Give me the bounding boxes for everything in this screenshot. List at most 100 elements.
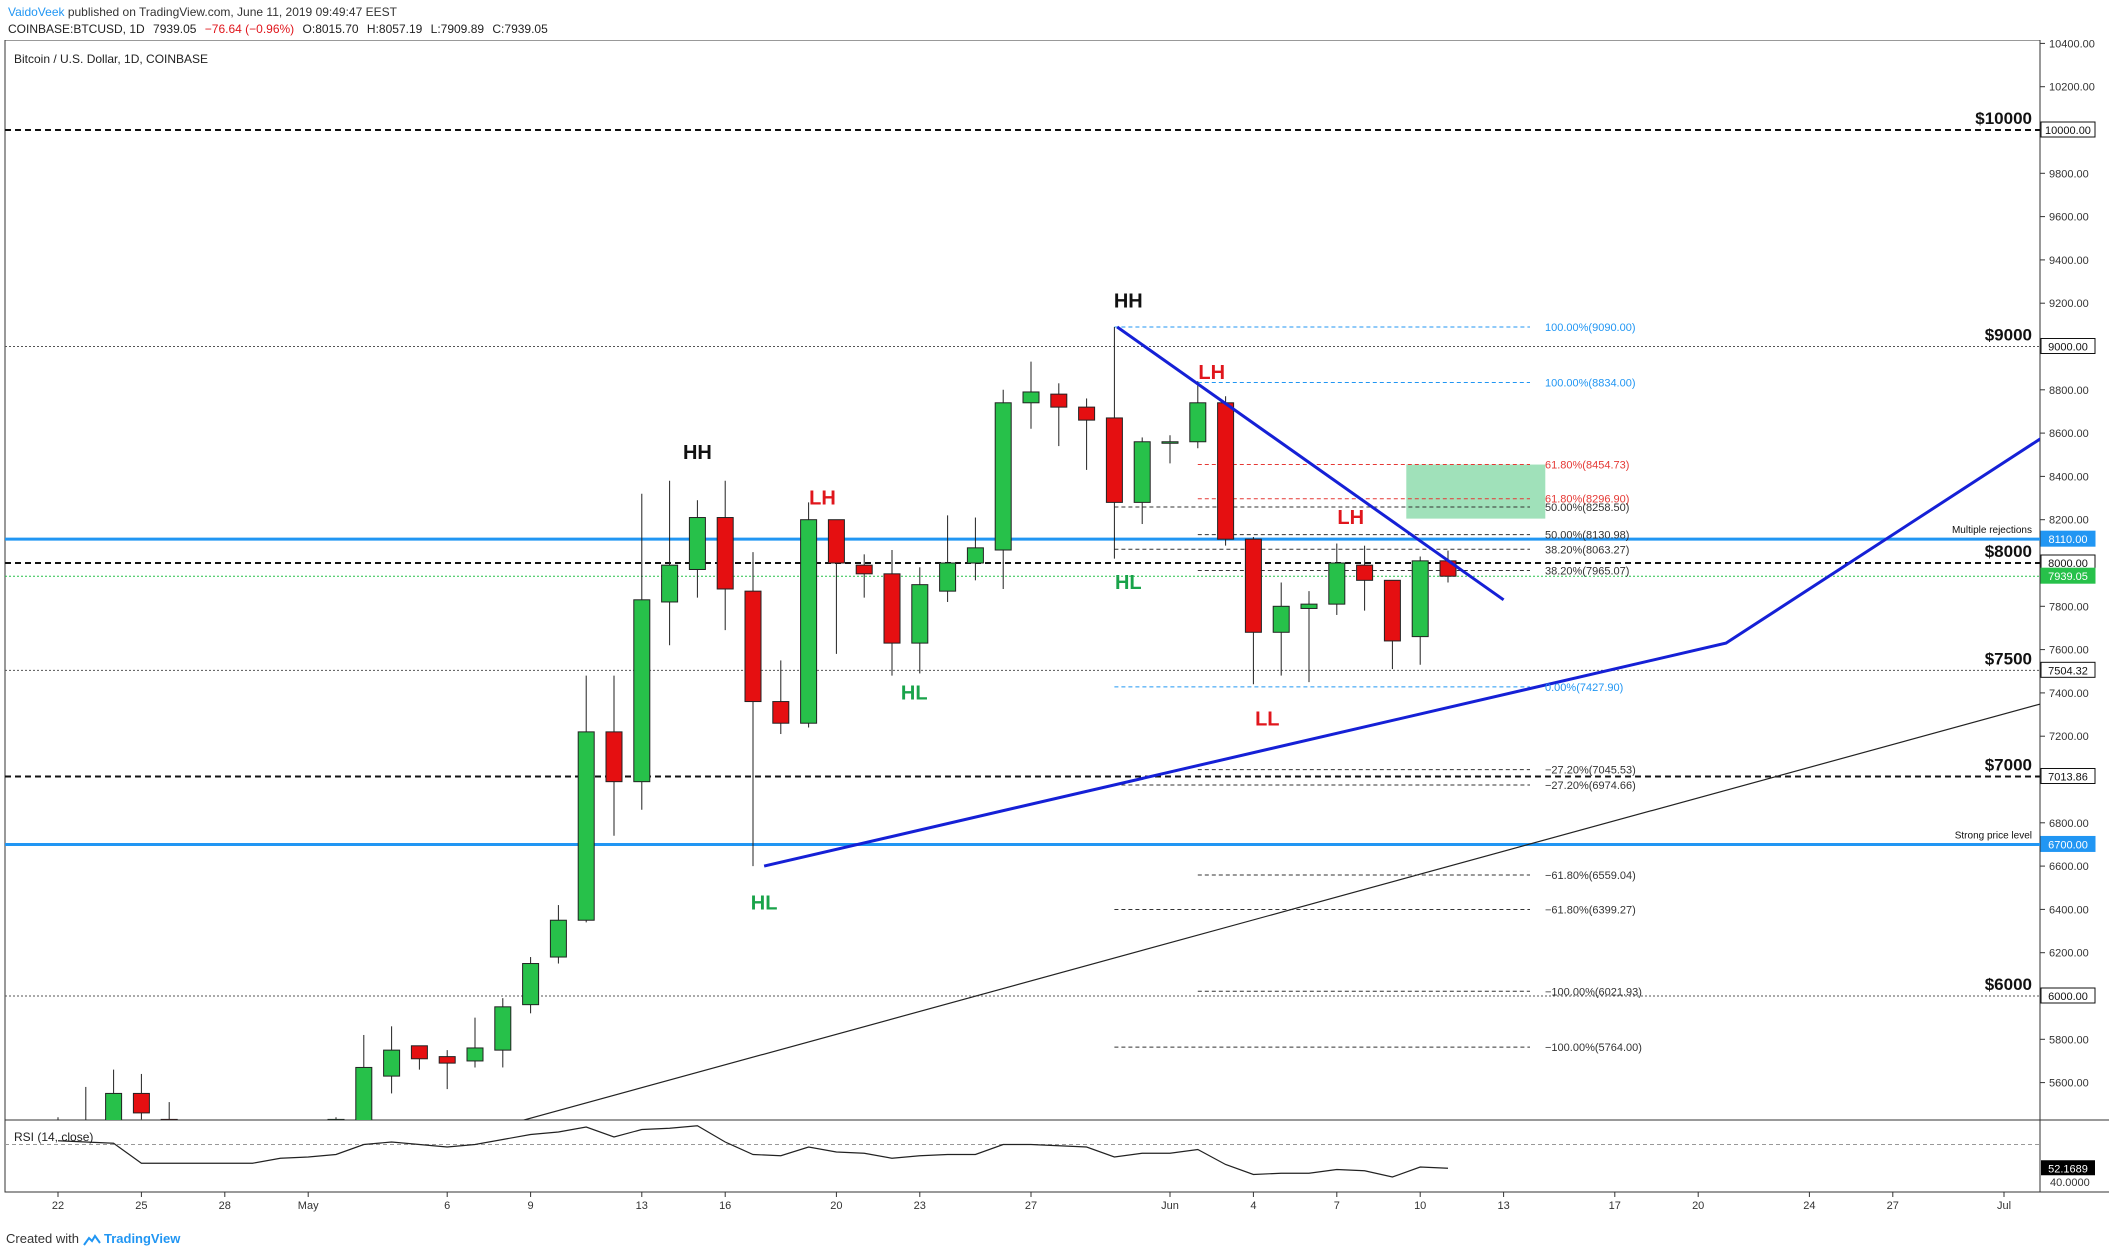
level-label: $7500	[1985, 649, 2032, 668]
chart-header: VaidoVeek published on TradingView.com, …	[0, 0, 2109, 40]
candle	[383, 1026, 401, 1094]
level-label: $9000	[1985, 326, 2032, 345]
candle	[800, 502, 818, 728]
x-tick-label: 23	[914, 1200, 926, 1212]
price-tag: 6000.00	[2040, 987, 2096, 1004]
y-tick-label: 9400.00	[2049, 255, 2089, 267]
candle-body	[744, 590, 762, 703]
candle	[466, 1017, 484, 1068]
candle	[1411, 556, 1429, 665]
x-tick-label: 27	[1025, 1200, 1037, 1212]
open-value: O:8015.70	[302, 22, 359, 36]
fib-label: −27.20%(6974.66)	[1545, 780, 1636, 792]
publish-info: published on TradingView.com, June 11, 2…	[64, 5, 397, 19]
price-tag-text: 7504.32	[2048, 665, 2088, 677]
candle	[1244, 537, 1262, 685]
candle-body	[1105, 417, 1123, 503]
author-link[interactable]: VaidoVeek	[8, 5, 65, 19]
candle-body	[772, 701, 790, 724]
fib-label: 50.00%(8258.50)	[1545, 502, 1629, 514]
candle	[1078, 398, 1096, 470]
candle-body	[966, 547, 984, 564]
candle-body	[1244, 538, 1262, 633]
price-tag: 7013.86	[2040, 767, 2096, 784]
candle	[716, 480, 734, 631]
y-tick-label: 9800.00	[2049, 168, 2089, 180]
y-tick-label: 7800.00	[2049, 601, 2089, 613]
candle-body	[1050, 393, 1068, 408]
high-value: H:8057.19	[366, 22, 423, 36]
candle	[1300, 591, 1318, 683]
y-tick-label: 6600.00	[2049, 861, 2089, 873]
level-label: $8000	[1985, 542, 2032, 561]
candle-body	[438, 1056, 456, 1064]
candle-body	[577, 731, 595, 921]
candle-body	[105, 1092, 123, 1120]
fib-label: −61.80%(6399.27)	[1545, 905, 1636, 917]
candle-body	[911, 584, 929, 644]
swing-label: LH	[809, 488, 836, 510]
candle	[1383, 579, 1401, 670]
candle-body	[939, 562, 957, 592]
resistance-zone	[1406, 464, 1546, 519]
price-tag-box	[2040, 661, 2096, 678]
price-tag: 7939.05	[2040, 567, 2096, 584]
price-tag-text: 10000.00	[2045, 125, 2091, 137]
created-with-label: Created with	[6, 1231, 79, 1246]
price-tag: 9000.00	[2040, 338, 2096, 354]
candle-body	[1161, 441, 1179, 444]
price-tag-box	[2040, 530, 2096, 547]
x-tick-label: 20	[1692, 1200, 1704, 1212]
candle-body	[883, 573, 901, 644]
candle-body	[522, 963, 540, 1006]
level-label: Multiple rejections	[1952, 525, 2032, 536]
level-label: $6000	[1985, 975, 2032, 994]
chart-canvas[interactable]: HH LH HL HL HH HL LH LL LH Bitcoin / U.S. Dollar,…	[0, 40, 2109, 1222]
candle	[911, 567, 929, 674]
candle	[549, 905, 567, 964]
candle-body	[355, 1066, 373, 1120]
candle-body	[716, 517, 734, 590]
candle	[883, 550, 901, 676]
rsi-tag-box	[2041, 1160, 2095, 1176]
price-tag: 10000.00	[2040, 121, 2096, 138]
fib-label: −27.20%(7045.53)	[1545, 765, 1636, 777]
fib-label: 61.80%(8296.90)	[1545, 494, 1629, 506]
candle-body	[605, 731, 623, 783]
candle	[688, 500, 706, 598]
low-value: L:7909.89	[430, 22, 485, 36]
y-tick-label: 5600.00	[2049, 1078, 2089, 1090]
y-tick-label: 6800.00	[2049, 818, 2089, 830]
candle-body	[494, 1006, 512, 1051]
candle-body	[1272, 605, 1290, 633]
x-tick-label: 27	[1887, 1200, 1899, 1212]
candle-body	[1133, 441, 1151, 503]
candle-body	[994, 402, 1012, 551]
x-tick-label: 28	[219, 1200, 231, 1212]
price-pane: HH LH HL HL HH HL LH LL LH	[5, 129, 2040, 1120]
trend-line	[521, 703, 2040, 1120]
fib-label: 100.00%(9090.00)	[1545, 322, 1636, 334]
candle-body	[800, 519, 818, 724]
x-tick-label: Jun	[1161, 1200, 1179, 1212]
chart-title: Bitcoin / U.S. Dollar, 1D, COINBASE	[14, 52, 208, 66]
candle-body	[855, 564, 873, 575]
price-tag-box	[2040, 835, 2096, 852]
candle-body	[466, 1047, 484, 1062]
y-tick-label: 5800.00	[2049, 1034, 2089, 1046]
candle	[327, 1117, 345, 1120]
candle-body	[661, 564, 679, 603]
price-tag-text: 7013.86	[2048, 771, 2088, 783]
fib-label: 50.00%(8130.98)	[1545, 530, 1629, 542]
candle	[1161, 435, 1179, 464]
price-tag-box	[2040, 338, 2096, 354]
x-tick-label: 25	[135, 1200, 147, 1212]
candle	[438, 1050, 456, 1090]
tradingview-brand[interactable]: TradingView	[103, 1231, 181, 1246]
x-tick-label: 6	[444, 1200, 450, 1212]
candle-body	[1328, 562, 1346, 605]
candle	[772, 660, 790, 735]
chart-footer: Created with TradingView	[0, 1222, 2109, 1258]
level-label: $7000	[1985, 755, 2032, 774]
price-tag-box	[2040, 987, 2096, 1004]
